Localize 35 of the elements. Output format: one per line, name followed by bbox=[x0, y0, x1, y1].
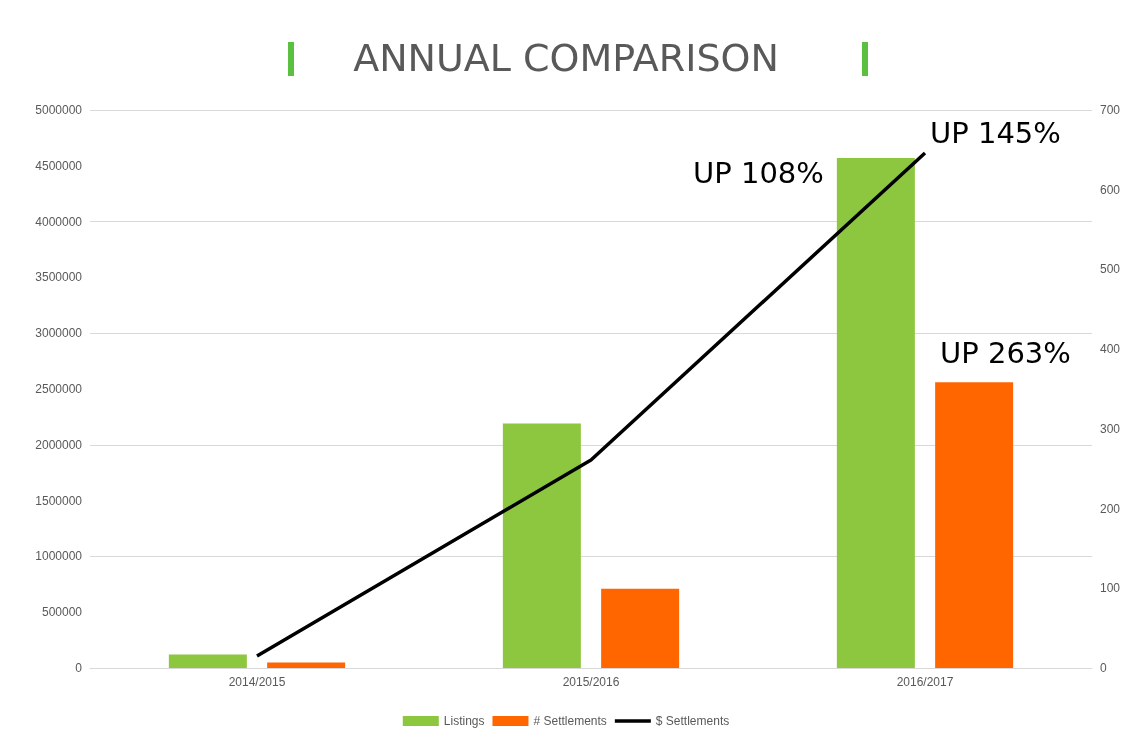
annotation: UP 263% bbox=[940, 335, 1071, 370]
y-tick-label: 4500000 bbox=[35, 158, 83, 173]
y2-tick-label: 700 bbox=[1100, 103, 1121, 117]
y-tick-label: 500000 bbox=[41, 605, 83, 620]
legend-label: $ Settlements bbox=[655, 714, 730, 728]
y-tick-label: 0 bbox=[75, 661, 83, 675]
y-tick-label: 2000000 bbox=[35, 437, 83, 452]
bar bbox=[601, 588, 680, 668]
bar bbox=[836, 157, 915, 668]
bar bbox=[935, 382, 1014, 668]
y2-tick-label: 200 bbox=[1100, 501, 1121, 516]
annotation: UP 108% bbox=[693, 155, 824, 190]
annotation: UP 145% bbox=[930, 115, 1061, 150]
chart-title: ANNUAL COMPARISON bbox=[353, 36, 779, 80]
bar bbox=[502, 423, 581, 668]
y-tick-label: 1500000 bbox=[35, 493, 83, 508]
y-tick-label: 4000000 bbox=[35, 214, 83, 229]
y2-tick-label: 300 bbox=[1100, 421, 1121, 436]
bar bbox=[168, 654, 247, 668]
y2-tick-label: 500 bbox=[1100, 262, 1121, 277]
y2-tick-label: 100 bbox=[1100, 581, 1121, 596]
y-tick-label: 3500000 bbox=[35, 270, 83, 285]
bar bbox=[267, 662, 346, 668]
y-tick-label: 1000000 bbox=[35, 549, 83, 564]
y2-tick-label: 400 bbox=[1100, 342, 1121, 357]
x-tick-label: 2014/2015 bbox=[228, 675, 286, 689]
y-tick-label: 2500000 bbox=[35, 382, 83, 396]
y-tick-label: 3000000 bbox=[35, 326, 83, 341]
y2-tick-label: 0 bbox=[1100, 661, 1107, 675]
legend-label: Listings bbox=[443, 714, 485, 728]
y-tick-label: 5000000 bbox=[35, 103, 83, 117]
x-tick-label: 2015/2016 bbox=[562, 675, 620, 689]
y2-tick-label: 600 bbox=[1100, 182, 1121, 197]
legend-label: # Settlements bbox=[533, 714, 607, 728]
x-tick-label: 2016/2017 bbox=[896, 675, 954, 689]
